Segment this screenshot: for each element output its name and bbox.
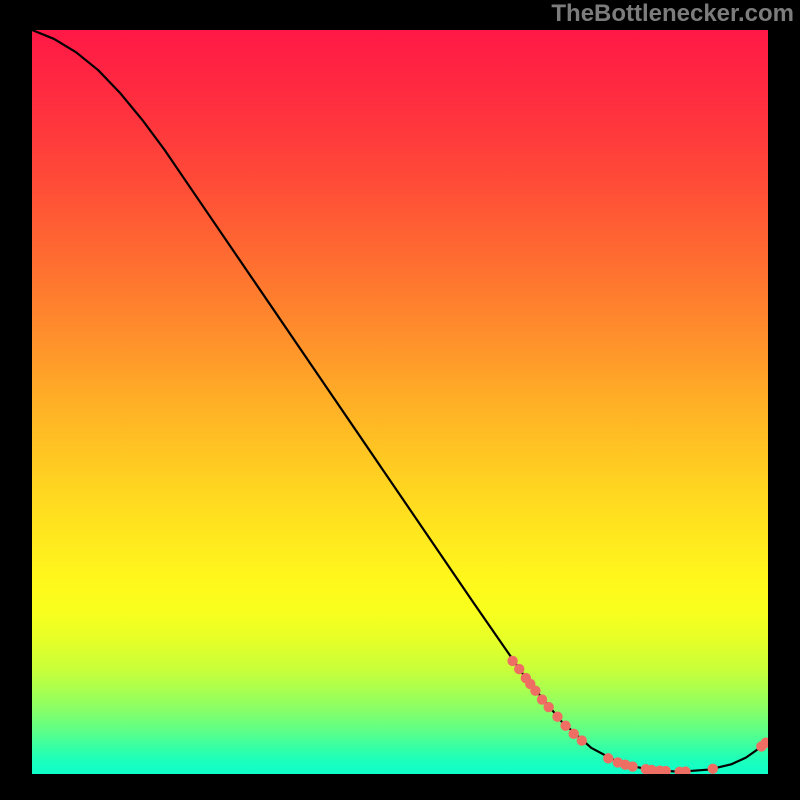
data-point-marker <box>569 729 579 739</box>
data-point-marker <box>708 764 718 774</box>
watermark-text: TheBottlenecker.com <box>551 0 794 28</box>
plot-area <box>32 30 768 774</box>
chart-overlay <box>32 30 768 774</box>
bottleneck-curve <box>32 30 768 772</box>
data-point-marker <box>552 712 562 722</box>
data-point-marker <box>507 656 517 666</box>
data-point-marker <box>603 753 613 763</box>
data-point-marker <box>577 735 587 745</box>
data-point-marker <box>627 761 637 771</box>
data-point-marker <box>530 685 540 695</box>
data-point-marker <box>514 664 524 674</box>
data-point-marker <box>543 702 553 712</box>
figure-canvas: TheBottlenecker.com <box>0 0 800 800</box>
data-point-marker <box>560 720 570 730</box>
